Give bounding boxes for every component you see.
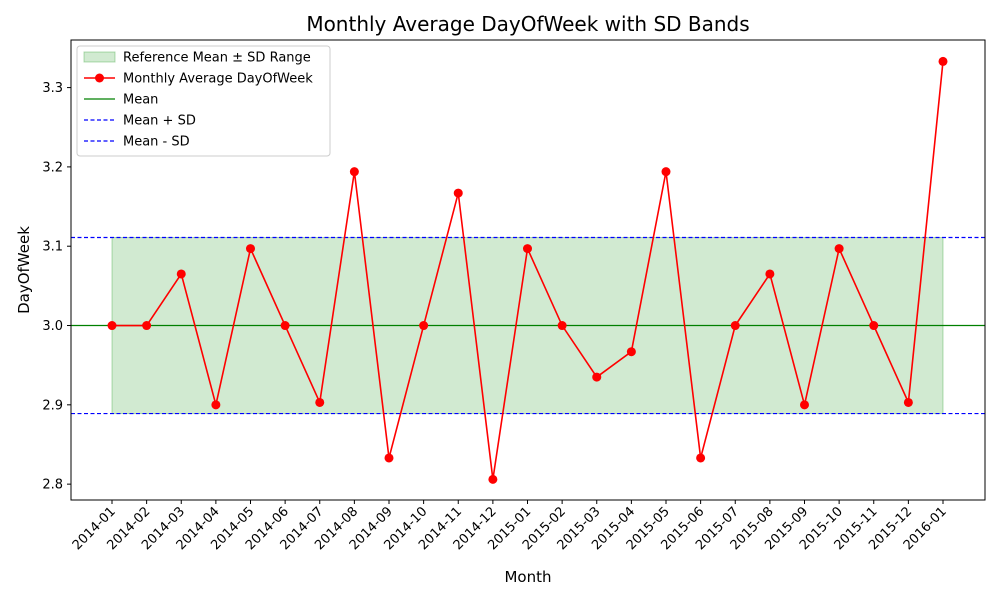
data-point <box>419 321 429 331</box>
data-point <box>211 400 221 410</box>
data-point <box>349 167 359 177</box>
data-point <box>557 321 567 331</box>
data-point <box>661 167 671 177</box>
data-point <box>176 269 186 279</box>
chart-title: Monthly Average DayOfWeek with SD Bands <box>306 12 749 36</box>
data-point <box>142 321 152 331</box>
y-axis-title: DayOfWeek <box>15 226 33 314</box>
data-point <box>384 453 394 463</box>
data-point <box>315 397 325 407</box>
data-point <box>280 321 290 331</box>
legend-swatch-band <box>83 51 116 63</box>
y-tick-label: 3.3 <box>42 81 63 96</box>
legend-box <box>76 45 331 157</box>
legend-label: Mean - SD <box>123 135 190 150</box>
legend-label: Mean <box>123 93 158 108</box>
data-point <box>107 321 117 331</box>
y-tick-label: 3.2 <box>42 160 63 175</box>
y-axis: 2.8 2.9 3.0 3.1 3.2 3.3 <box>42 81 71 493</box>
plot-area <box>71 56 985 484</box>
legend-label: Monthly Average DayOfWeek <box>123 72 313 87</box>
data-point <box>453 188 463 198</box>
data-point <box>523 244 532 254</box>
data-point <box>592 372 602 382</box>
data-point <box>730 321 740 331</box>
data-point <box>938 56 948 66</box>
data-point <box>800 400 809 410</box>
data-point <box>869 321 879 331</box>
y-tick-label: 3.0 <box>42 319 63 334</box>
x-axis-title: Month <box>504 568 551 586</box>
y-tick-label: 3.1 <box>42 240 63 255</box>
data-point <box>626 347 636 357</box>
data-point <box>488 474 498 484</box>
data-point <box>903 397 913 407</box>
data-point <box>765 269 775 279</box>
x-axis: 2014-012014-022014-032014-042014-052014-… <box>70 500 950 553</box>
y-tick-label: 2.8 <box>42 478 63 493</box>
legend-label: Mean + SD <box>123 114 196 129</box>
legend: Reference Mean ± SD Range Monthly Average… <box>76 45 331 157</box>
data-point <box>834 244 844 254</box>
legend-swatch-marker <box>95 73 104 83</box>
data-point <box>696 453 706 463</box>
legend-label: Reference Mean ± SD Range <box>123 51 311 66</box>
data-point <box>246 244 255 254</box>
y-tick-label: 2.9 <box>42 398 63 413</box>
